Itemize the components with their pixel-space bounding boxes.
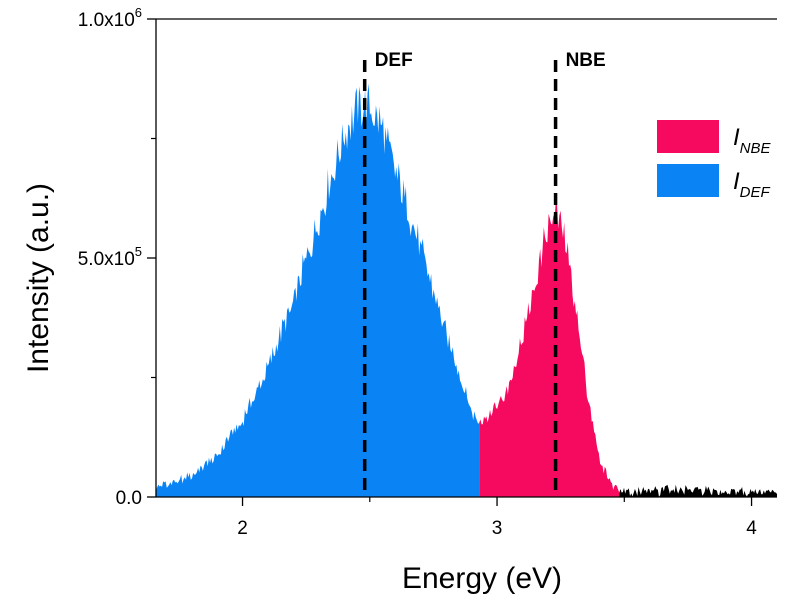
y-tick-label: 5.0x105 [78, 244, 142, 270]
legend-swatch-nbe [657, 120, 719, 153]
series-area-1 [156, 83, 480, 497]
x-axis-title: Energy (eV) [402, 562, 562, 595]
legend-label-nbe: INBE [733, 124, 772, 157]
x-tick-label: 4 [746, 518, 757, 539]
y-tick-label: 0.0 [116, 488, 142, 509]
annotation-label-nbe: NBE [566, 50, 606, 71]
x-tick-label: 3 [492, 518, 503, 539]
series-area-3 [619, 484, 777, 497]
annotation-layer: DEF NBE [362, 50, 606, 497]
y-tick-label: 1.0x106 [78, 5, 142, 31]
legend-label-def: IDEF [733, 168, 771, 201]
legend-swatch-def [657, 164, 719, 197]
x-tick-label: 2 [237, 518, 248, 539]
axes: 2 3 4 0.0 5.0x105 1.0x106 [78, 5, 777, 539]
legend: INBE IDEF [657, 120, 772, 201]
y-axis-title: Intensity (a.u.) [22, 183, 55, 373]
series-layer [156, 83, 777, 497]
series-area-2 [479, 200, 620, 497]
annotation-label-def: DEF [375, 50, 413, 71]
